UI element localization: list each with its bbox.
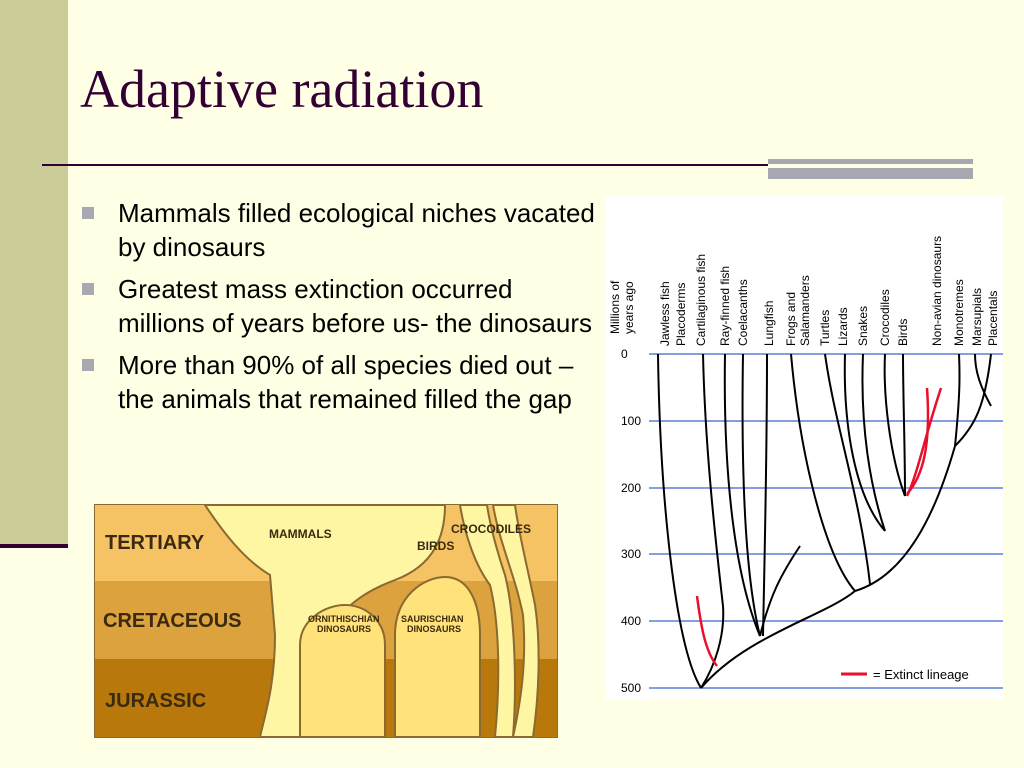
taxon-label: Snakes (856, 306, 870, 346)
cretaceous-label: CRETACEOUS (103, 610, 242, 632)
time-tick-labels: 0 100 200 300 400 500 (621, 347, 641, 695)
title-divider-accent (768, 159, 973, 179)
extinct-lineages (695, 387, 943, 667)
crocodiles-label: CROCODILES (451, 522, 531, 536)
marsupials-branch (974, 353, 992, 407)
taxon-label: Non-avian dinosaurs (930, 236, 944, 346)
taxon-label: Birds (896, 319, 910, 346)
bullet-text: More than 90% of all species died out – … (118, 350, 574, 414)
taxon-label: Placentals (986, 291, 1000, 346)
time-gridlines (649, 353, 1003, 689)
left-accent-band (0, 0, 68, 546)
ornithischian-lineage (299, 603, 386, 737)
taxon-label: Marsupials (970, 288, 984, 346)
lobe-fin-branch (759, 545, 801, 637)
placoderm-stem (700, 605, 725, 689)
saurischian-label: SAURISCHIAN (401, 614, 464, 624)
taxon-label: Placoderms (674, 283, 688, 346)
taxon-label: Lizards (836, 307, 850, 346)
taxon-label: Turtles (818, 310, 832, 346)
birds-label: BIRDS (417, 539, 454, 553)
tertiary-label: TERTIARY (105, 532, 205, 554)
bullet-list: Mammals filled ecological niches vacated… (82, 196, 602, 424)
left-band-underline (0, 544, 68, 548)
taxon-label: Monotremes (952, 279, 966, 346)
tick-label: 500 (621, 681, 641, 695)
monotremes-branch (954, 353, 961, 447)
birds-lineage (458, 505, 516, 737)
ornithischian-dinosaurs-label: DINOSAURS (317, 624, 371, 634)
jurassic-label: JURASSIC (105, 690, 206, 712)
taxon-label: Crocodiles (878, 289, 892, 346)
snakes-branch (861, 353, 886, 532)
ornithischian-label: ORNITHISCHIAN (308, 614, 380, 624)
title-divider (42, 164, 972, 166)
saurischian-dinosaurs-label: DINOSAURS (407, 624, 461, 634)
strata-radiation-figure: TERTIARY CRETACEOUS JURASSIC MAMMALS BIR… (94, 504, 558, 738)
bullet-item: More than 90% of all species died out – … (82, 348, 602, 416)
tick-label: 0 (621, 347, 628, 361)
tick-label: 200 (621, 481, 641, 495)
taxa-labels: Jawless fish Placoderms Cartilaginous fish… (658, 236, 1000, 346)
extinct-dinosaur-line-2 (905, 387, 943, 497)
mammals-label: MAMMALS (269, 527, 332, 541)
taxon-label: Lungfish (762, 301, 776, 346)
tree-branches (657, 353, 992, 689)
cartilaginous-branch (702, 353, 724, 607)
lizards-branch (843, 353, 886, 532)
jawless-fish-branch (657, 353, 702, 689)
taxon-label: Frogs and (784, 292, 798, 346)
phylogeny-figure: 0 100 200 300 400 500 Jawless fish Placoderms C… (605, 196, 1003, 700)
taxon-label: Cartilaginous fish (694, 254, 708, 346)
slide-title: Adaptive radiation (80, 59, 484, 119)
crocodiles-branch (883, 353, 906, 497)
birds-branch (902, 353, 906, 497)
bullet-item: Greatest mass extinction occurred millio… (82, 272, 602, 340)
crocodiles-lineage (491, 505, 540, 737)
ray-finned-branch (723, 353, 761, 637)
square-bullet-icon (82, 283, 94, 295)
taxon-label: Salamanders (798, 275, 812, 346)
bullet-item: Mammals filled ecological niches vacated… (82, 196, 602, 264)
square-bullet-icon (82, 359, 94, 371)
coelacanth-branch (741, 353, 761, 637)
main-trunk-branch (700, 353, 992, 689)
frogs-branch (790, 353, 856, 592)
bullet-text: Greatest mass extinction occurred millio… (118, 274, 593, 338)
turtles-branch (824, 353, 871, 585)
square-bullet-icon (82, 207, 94, 219)
legend-label: = Extinct lineage (873, 667, 969, 682)
saurischian-lineage (394, 575, 481, 737)
lineage-shapes (203, 505, 540, 737)
taxon-label: Coelacanths (736, 279, 750, 346)
tick-label: 100 (621, 414, 641, 428)
axis-title-line2: years ago (622, 281, 636, 334)
taxon-label: Ray-finned fish (718, 266, 732, 346)
taxon-label: Jawless fish (658, 281, 672, 346)
tick-label: 400 (621, 614, 641, 628)
tick-label: 300 (621, 547, 641, 561)
bullet-text: Mammals filled ecological niches vacated… (118, 198, 595, 262)
extinct-placoderm-line (695, 595, 718, 667)
lungfish-branch (762, 353, 768, 637)
axis-title-line1: Millions of (608, 280, 622, 334)
